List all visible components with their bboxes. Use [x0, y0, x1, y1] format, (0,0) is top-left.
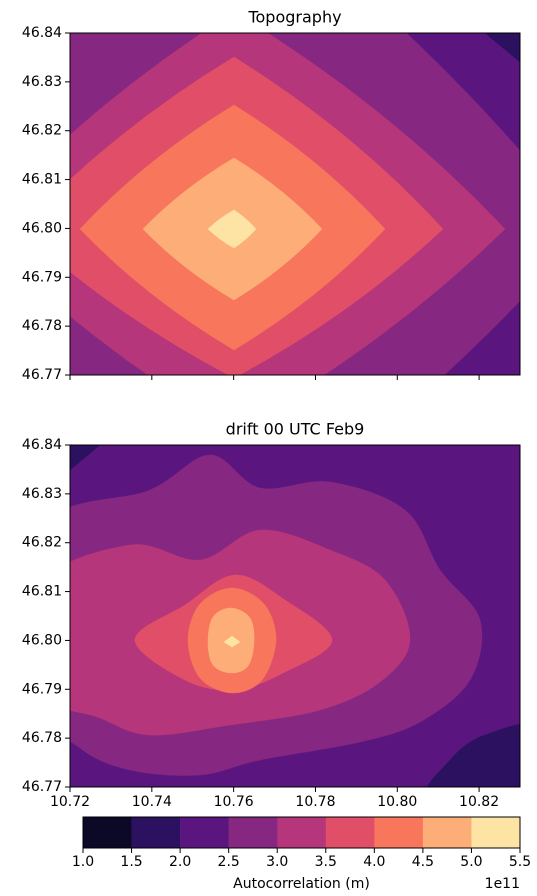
- colorbar-tick-label: 3.0: [266, 854, 288, 870]
- colorbar-segment: [422, 817, 472, 848]
- y-tick-label: 46.84: [22, 437, 62, 453]
- x-tick-label: 10.78: [295, 794, 335, 810]
- x-tick-label: 10.82: [459, 794, 499, 810]
- colorbar-tick-label: 4.5: [412, 854, 434, 870]
- y-tick-label: 46.77: [22, 367, 62, 383]
- colorbar-tick-label: 1.5: [120, 854, 142, 870]
- y-tick-label: 46.80: [22, 632, 62, 648]
- x-tick-label: 10.76: [214, 794, 254, 810]
- y-tick-label: 46.81: [22, 172, 62, 188]
- colorbar-tick-label: 4.0: [363, 854, 385, 870]
- panel-title: Topography: [247, 8, 341, 27]
- colorbar-segment: [180, 817, 229, 848]
- colorbar-offset: 1e11: [485, 876, 520, 892]
- colorbar-tick-label: 5.5: [509, 854, 531, 870]
- y-tick-label: 46.79: [22, 269, 62, 285]
- contour-field: [70, 33, 520, 375]
- x-tick-label: 10.72: [50, 794, 90, 810]
- axes-frame: [69, 32, 521, 376]
- contour-band: [426, 724, 520, 787]
- y-tick-label: 46.81: [22, 584, 62, 600]
- contour-field: [70, 445, 520, 787]
- y-tick-label: 46.78: [22, 318, 62, 334]
- colorbar-segment: [83, 817, 132, 848]
- y-tick-label: 46.79: [22, 681, 62, 697]
- y-tick-label: 46.83: [22, 486, 62, 502]
- y-tick-label: 46.84: [22, 25, 62, 41]
- colorbar-tick-label: 1.0: [72, 854, 94, 870]
- y-tick-label: 46.82: [22, 535, 62, 551]
- contour-band: [484, 33, 520, 63]
- colorbar-tick-label: 2.5: [218, 854, 240, 870]
- contour-band: [207, 209, 257, 249]
- x-tick-label: 10.74: [132, 794, 172, 810]
- colorbar-segment: [325, 817, 375, 848]
- y-tick-label: 46.80: [22, 220, 62, 236]
- colorbar-segment: [131, 817, 181, 848]
- colorbar-segment: [228, 817, 278, 848]
- colorbar-tick-label: 2.0: [169, 854, 191, 870]
- panel-title: drift 00 UTC Feb9: [226, 420, 365, 439]
- colorbar-tick-label: 5.0: [460, 854, 482, 870]
- y-tick-label: 46.83: [22, 74, 62, 90]
- axes-frame: [69, 444, 521, 788]
- colorbar-frame: [82, 816, 521, 849]
- colorbar-label: Autocorrelation (m): [233, 876, 370, 892]
- y-tick-label: 46.82: [22, 123, 62, 139]
- contour-band: [223, 635, 241, 648]
- colorbar-tick-label: 3.5: [315, 854, 337, 870]
- y-tick-label: 46.77: [22, 779, 62, 795]
- colorbar-segment: [277, 817, 327, 848]
- colorbar-segment: [471, 817, 521, 848]
- colorbar-segment: [374, 817, 424, 848]
- x-tick-label: 10.80: [377, 794, 417, 810]
- y-tick-label: 46.78: [22, 730, 62, 746]
- contour-band: [70, 445, 101, 471]
